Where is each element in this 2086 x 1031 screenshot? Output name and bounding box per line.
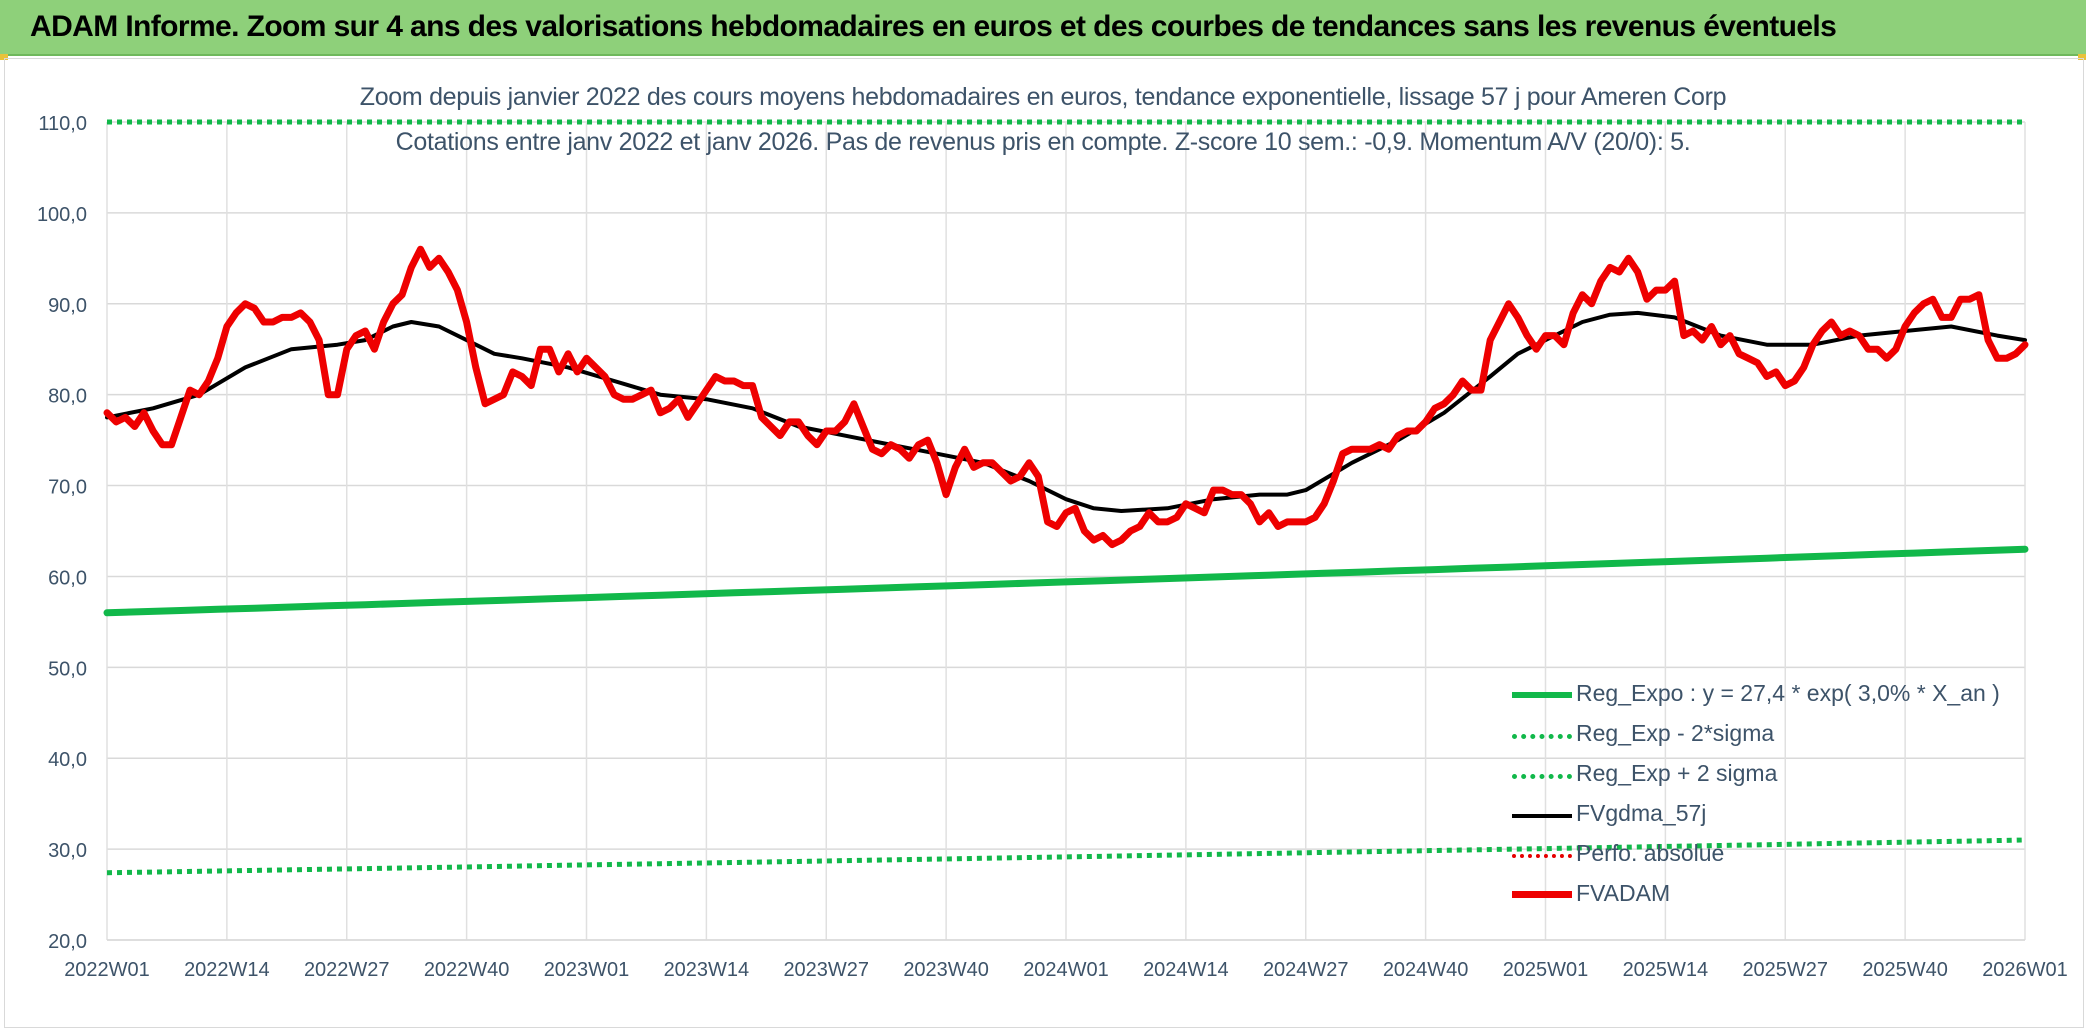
legend-label-reg-expo: Reg_Expo : y = 27,4 * exp( 3,0% * X_an )	[1576, 680, 2000, 706]
y-tick-label: 110,0	[38, 113, 87, 135]
banner-corner-left	[0, 54, 8, 60]
axes: 20,0 30,0 40,0 50,0 60,0 70,0 80,0 90,0 100,0 110…	[37, 113, 2068, 981]
x-tick-label: 2024W27	[1263, 959, 1349, 981]
y-tick-label: 60,0	[48, 567, 87, 589]
legend-label-reg-exp-minus: Reg_Exp - 2*sigma	[1576, 720, 1775, 746]
legend-swatch-reg-expo	[1512, 692, 1572, 698]
y-tick-label: 90,0	[48, 295, 87, 317]
x-tick-label: 2022W27	[304, 959, 390, 981]
legend-label-fvgdma: FVgdma_57j	[1576, 800, 1707, 826]
report-banner: ADAM Informe. Zoom sur 4 ans des valoris…	[0, 0, 2086, 56]
x-tick-label: 2022W01	[64, 959, 150, 981]
grid	[106, 121, 2026, 941]
x-tick-label: 2025W01	[1503, 959, 1589, 981]
legend-label-perfo: Perfo. absolue	[1576, 840, 1725, 866]
series-reg-expo	[103, 545, 2029, 617]
chart-frame	[4, 58, 2084, 1028]
y-tick-label: 30,0	[48, 840, 87, 862]
legend-label-fvadam: FVADAM	[1576, 880, 1671, 906]
y-tick-label: 50,0	[48, 658, 87, 680]
legend-swatch-fvadam	[1512, 891, 1572, 898]
x-tick-label: 2024W14	[1143, 959, 1229, 981]
series-fvadam	[103, 245, 2029, 549]
x-tick-label: 2024W01	[1023, 959, 1109, 981]
y-tick-label: 20,0	[48, 931, 87, 953]
series	[103, 119, 2029, 876]
legend-swatch-reg-exp-minus	[1512, 734, 1572, 739]
legend-swatch-perfo	[1512, 854, 1572, 858]
x-tick-label: 2023W14	[664, 959, 750, 981]
x-tick-label: 2022W40	[424, 959, 510, 981]
series-fvgdma	[105, 310, 2027, 513]
x-tick-label: 2024W40	[1383, 959, 1469, 981]
y-tick-label: 100,0	[37, 204, 87, 226]
chart-title: Zoom depuis janvier 2022 des cours moyen…	[359, 83, 1727, 111]
y-tick-label: 40,0	[48, 749, 87, 771]
x-tick-label: 2025W27	[1742, 959, 1828, 981]
report-title: ADAM Informe. Zoom sur 4 ans des valoris…	[30, 10, 1837, 43]
legend-swatch-reg-exp-plus	[1512, 774, 1572, 779]
y-tick-label: 80,0	[48, 386, 87, 408]
x-tick-label: 2026W01	[1982, 959, 2068, 981]
legend-swatch-fvgdma	[1512, 814, 1572, 818]
x-tick-label: 2025W40	[1862, 959, 1948, 981]
x-tick-label: 2025W14	[1623, 959, 1709, 981]
x-tick-label: 2023W40	[903, 959, 989, 981]
x-tick-label: 2023W01	[544, 959, 630, 981]
legend-label-reg-exp-plus: Reg_Exp + 2 sigma	[1576, 760, 1778, 786]
y-tick-label: 70,0	[48, 477, 87, 499]
x-tick-label: 2022W14	[184, 959, 270, 981]
chart-subtitle: Cotations entre janv 2022 et janv 2026. …	[395, 128, 1691, 156]
banner-corner-right	[2078, 54, 2086, 60]
x-tick-label: 2023W27	[783, 959, 869, 981]
